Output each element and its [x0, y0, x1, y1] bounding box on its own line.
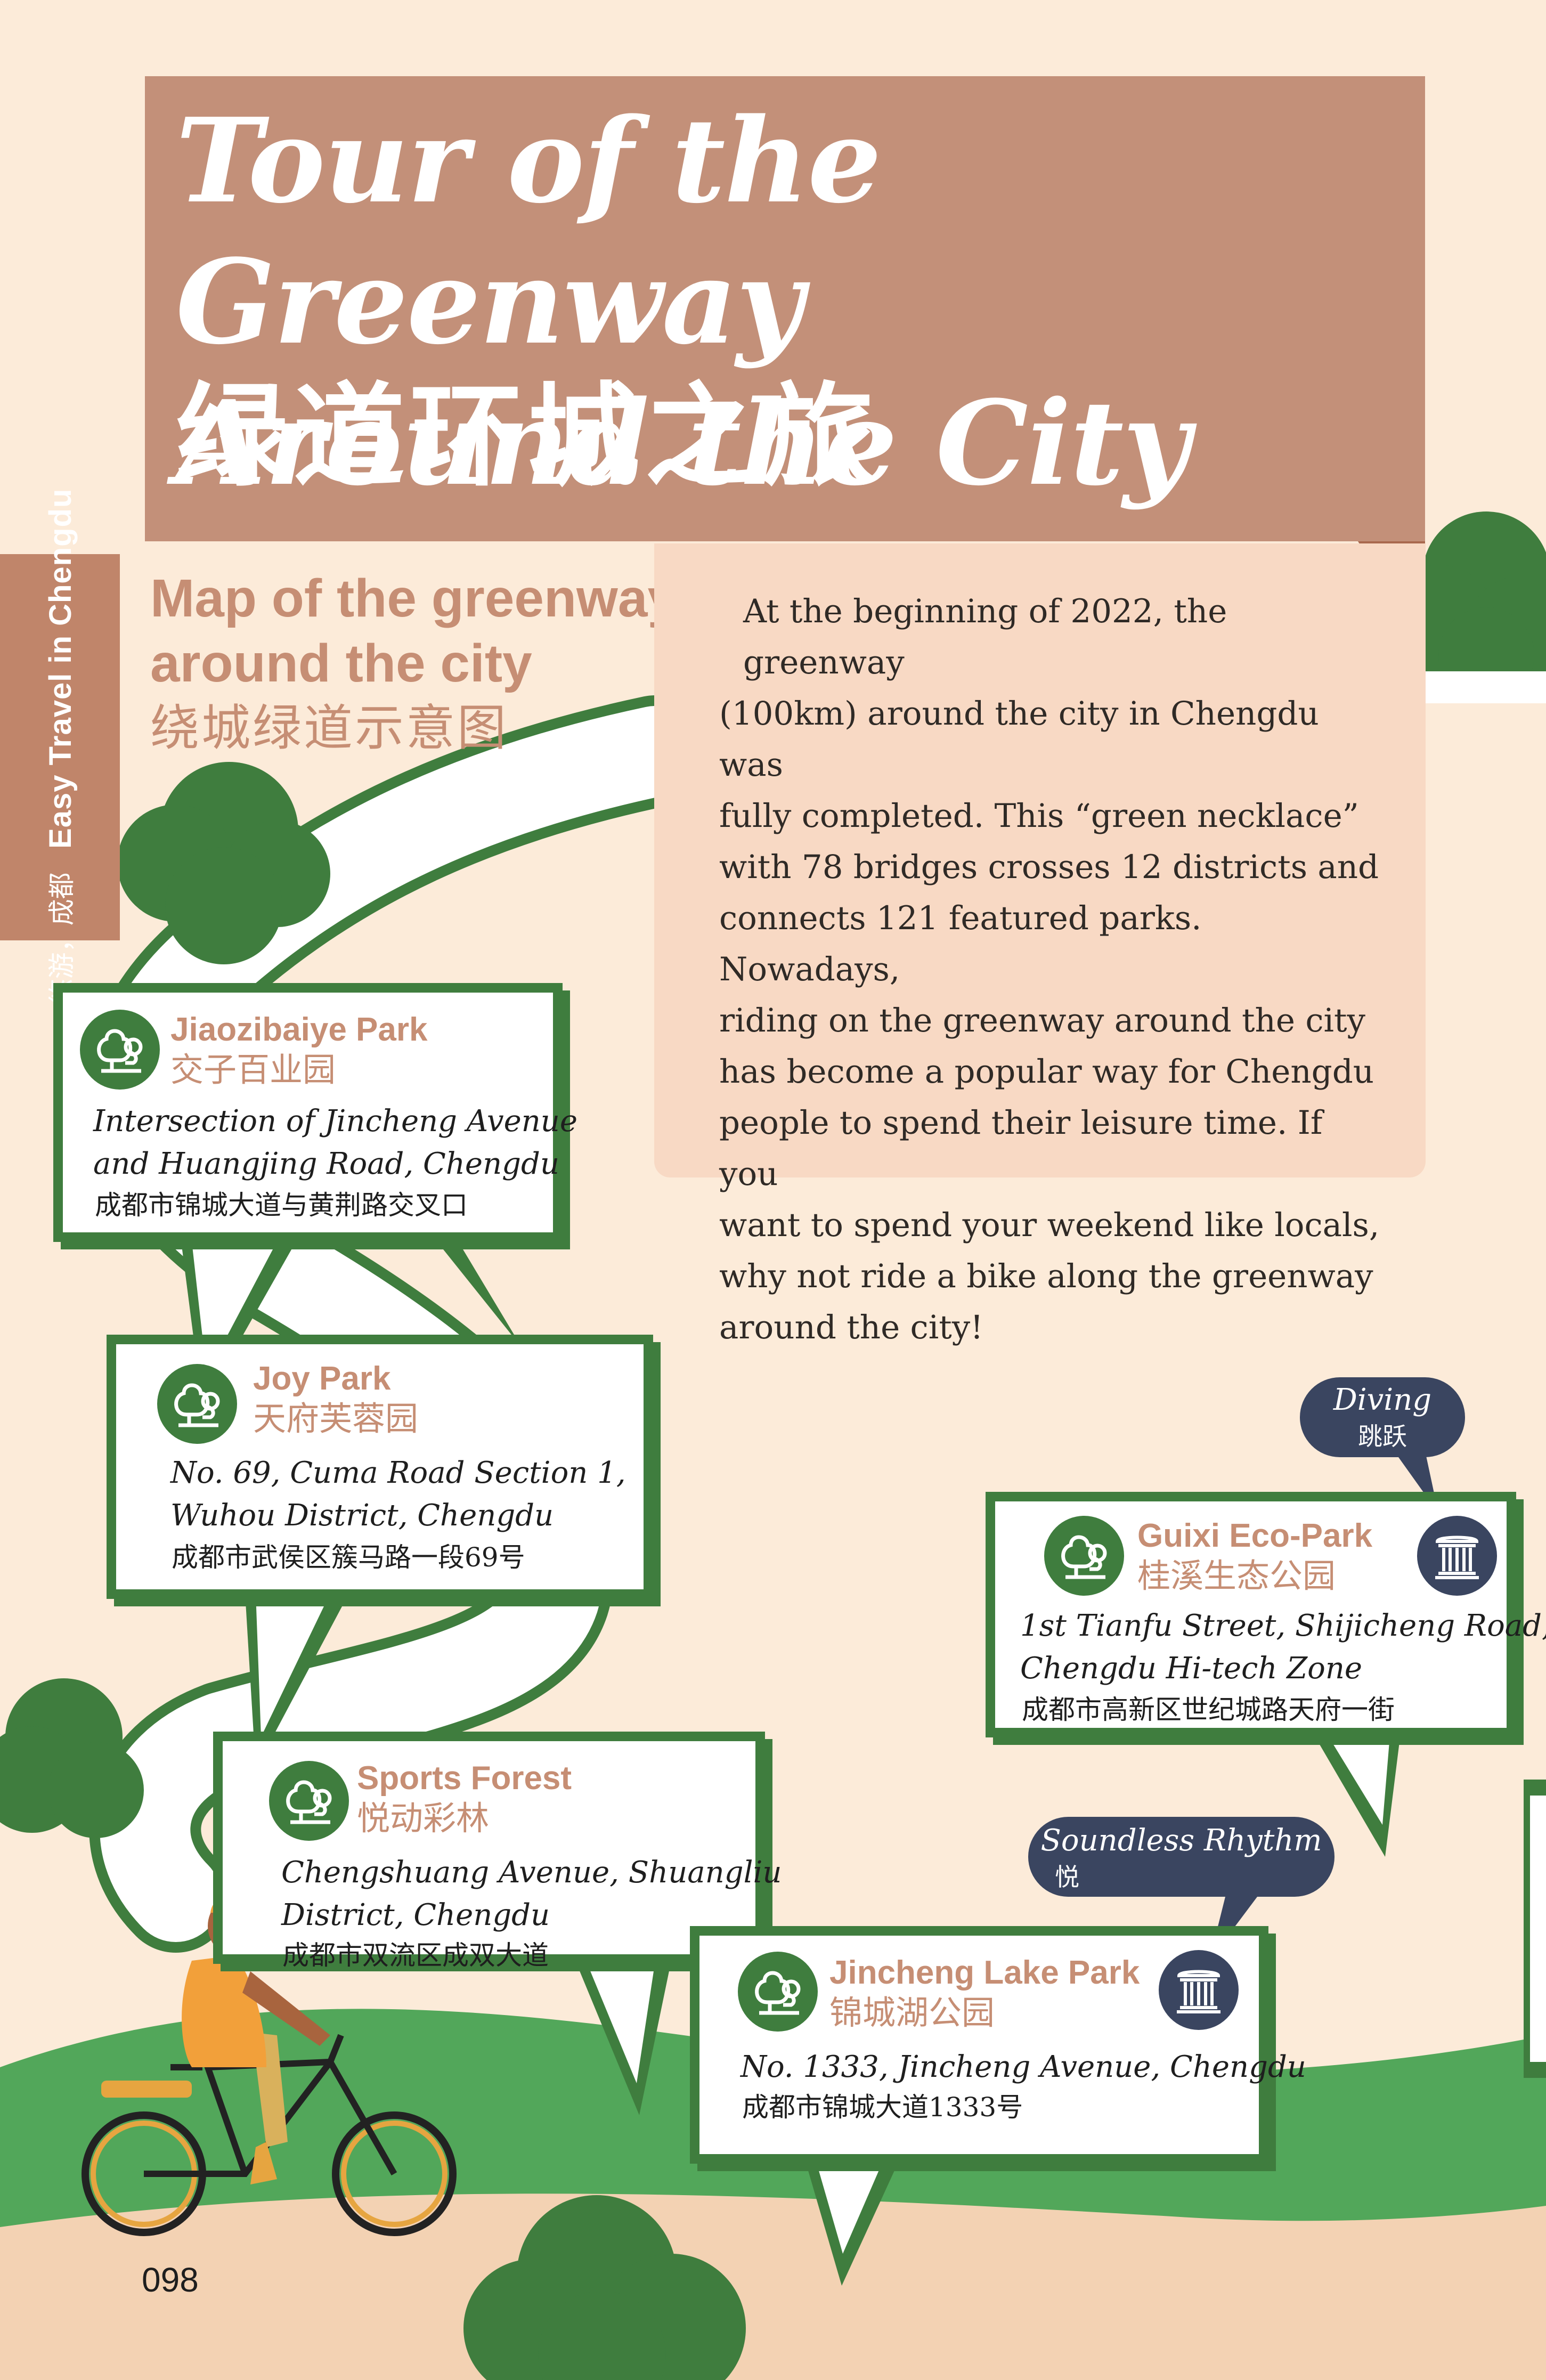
park-address-en: Chengshuang Avenue, Shuangliu [281, 1855, 782, 1890]
intro-line: with 78 bridges crosses 12 districts and [719, 848, 1379, 886]
map-heading: Map of the greenway around the city 绕城绿道… [150, 566, 677, 761]
park-address-en: 1st Tianfu Street, Shijicheng Road, [1020, 1609, 1546, 1643]
page-title: Tour of the Greenway Around the City [176, 91, 1546, 514]
bubble-soundless-cn: 悦 [1055, 1863, 1079, 1891]
bubble-diving: Diving 跳跃 [1300, 1377, 1465, 1457]
section-side-tab: 悠游，成都 Easy Travel in Chengdu [0, 489, 120, 1005]
park-card-joy-park[interactable]: Joy Park 天府芙蓉园 No. 69, Cuma Road Section… [107, 1335, 661, 1606]
intro-line: why not ride a bike along the greenway [719, 1257, 1373, 1295]
park-name-en: Guixi Eco-Park [1137, 1517, 1373, 1554]
page-number: 098 [142, 2261, 199, 2299]
page-title-cn: 绿道环城之旅 [176, 371, 880, 502]
park-card-jincheng-lake-park[interactable]: Jincheng Lake Park 锦城湖公园 No. 1333, Jinch… [690, 1926, 1306, 2171]
side-tab-en: Easy Travel in Chengdu [43, 488, 78, 849]
park-address-en: No. 1333, Jincheng Avenue, Chengdu [741, 2050, 1306, 2084]
park-address-en: No. 69, Cuma Road Section 1, [170, 1456, 626, 1490]
intro-line: has become a popular way for Chengdu [719, 1053, 1374, 1091]
park-address-cn: 成都市锦城大道1333号 [742, 2092, 1023, 2123]
park-name-cn: 悦动彩林 [357, 1800, 490, 1837]
callout-tail-guixi [1311, 1729, 1401, 1857]
bubble-diving-en: Diving [1333, 1383, 1432, 1417]
callout-tail-jincheng-lake [804, 2158, 900, 2286]
park-name-cn: 交子百业园 [170, 1052, 336, 1089]
park-tree-icon [1044, 1516, 1124, 1596]
park-address-cn: 成都市双流区成双大道 [282, 1940, 549, 1971]
bush-left-middle [0, 1678, 144, 1838]
column-pillar-icon [1159, 1950, 1239, 2030]
intro-line: At the beginning of 2022, the greenway [743, 592, 1227, 681]
bush-left-top [117, 762, 330, 964]
park-address-en: Intersection of Jincheng Avenue [93, 1104, 578, 1139]
column-pillar-icon [1417, 1516, 1497, 1596]
bush-right-top [1380, 511, 1546, 703]
park-card-sports-forest[interactable]: Sports Forest 悦动彩林 Chengshuang Avenue, S… [213, 1732, 782, 1971]
park-name-en: Jincheng Lake Park [829, 1954, 1140, 1991]
bubble-diving-cn: 跳跃 [1358, 1422, 1407, 1451]
bubble-soundless-en: Soundless Rhythm [1040, 1823, 1322, 1858]
park-address-cn: 成都市锦城大道与黄荆路交叉口 [95, 1190, 468, 1221]
callout-tail-joy-park [245, 1593, 346, 1769]
park-address-cn: 成都市武侯区簇马路一段69号 [172, 1542, 525, 1573]
map-heading-line1: Map of the greenway [150, 568, 678, 628]
sand-ground [0, 2194, 1546, 2380]
park-name-en: Joy Park [253, 1360, 391, 1397]
page-title-line1: Tour of the Greenway [176, 93, 882, 370]
park-address-en: District, Chengdu [281, 1898, 550, 1932]
park-tree-icon [738, 1952, 818, 2032]
park-name-en: Sports Forest [357, 1760, 572, 1797]
intro-line: (100km) around the city in Chengdu was [719, 695, 1319, 784]
map-heading-cn: 绕城绿道示意图 [150, 701, 509, 756]
park-name-en: Jiaozibaiye Park [170, 1011, 428, 1048]
intro-line: riding on the greenway around the city [719, 1002, 1365, 1039]
bubble-soundless-rhythm: Soundless Rhythm 悦 [1028, 1817, 1335, 1897]
park-name-cn: 桂溪生态公园 [1137, 1558, 1336, 1595]
intro-text: At the beginning of 2022, the greenway (… [719, 586, 1390, 1353]
park-name-cn: 天府芙蓉园 [253, 1401, 419, 1437]
callout-tail-sports-forest [575, 1961, 671, 2115]
park-address-en: Wuhou District, Chengdu [170, 1498, 554, 1533]
park-address-en: Chengdu Hi-tech Zone [1020, 1651, 1363, 1686]
intro-line: connects 121 featured parks. Nowadays, [719, 899, 1202, 988]
intro-box [654, 543, 1426, 1177]
bush-bottom [463, 2195, 746, 2380]
intro-line: people to spend their leisure time. If y… [719, 1104, 1323, 1193]
page-title-line2: Around the City [176, 375, 1190, 511]
park-card-guixi-eco-park[interactable]: Guixi Eco-Park 桂溪生态公园 1st Tianfu Street,… [986, 1492, 1546, 1745]
park-address-cn: 成都市高新区世纪城路天府一街 [1022, 1694, 1395, 1725]
cyclist-illustration [82, 1892, 457, 2236]
park-card-jiaozibaiye[interactable]: Jiaozibaiye Park 交子百业园 Intersection of J… [53, 983, 577, 1249]
park-tree-icon [269, 1761, 349, 1841]
park-tree-icon [157, 1364, 237, 1444]
park-address-en: and Huangjing Road, Chengdu [93, 1147, 559, 1181]
map-heading-line2: around the city [150, 633, 532, 693]
intro-line: fully completed. This “green necklace” [719, 797, 1359, 835]
park-name-cn: 锦城湖公园 [829, 1995, 995, 2032]
title-banner [145, 76, 1425, 541]
intro-line: around the city! [719, 1309, 983, 1346]
partial-card [1530, 1796, 1546, 2062]
intro-line: want to spend your weekend like locals, [719, 1206, 1380, 1244]
park-tree-icon [80, 1010, 160, 1090]
